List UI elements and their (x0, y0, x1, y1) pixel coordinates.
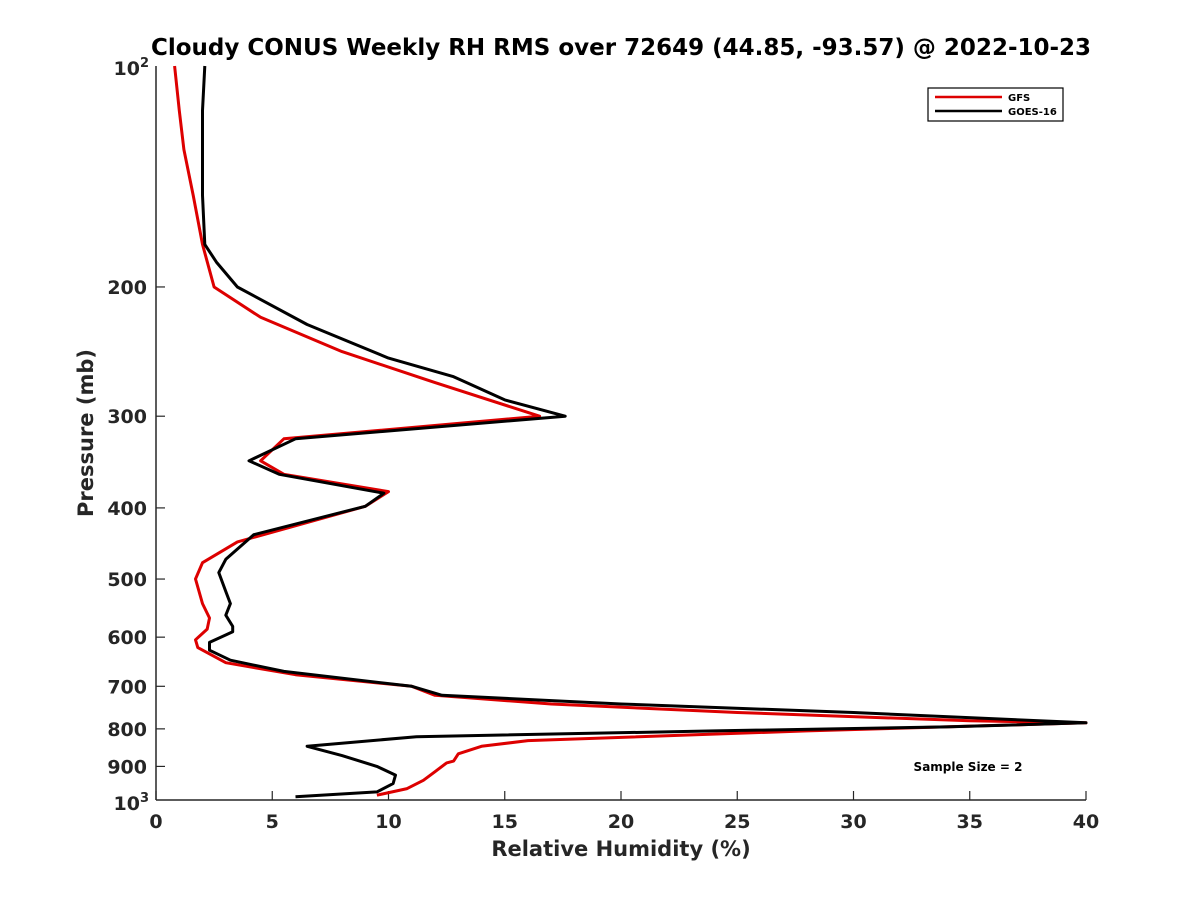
x-ticks: 0 5 10 15 20 25 30 35 40 (149, 791, 1099, 833)
x-tick-label: 5 (266, 811, 279, 833)
x-tick-label: 40 (1073, 811, 1099, 833)
x-tick-label: 25 (724, 811, 750, 833)
y-tick-label: 800 (107, 719, 147, 741)
y-top-base: 10 (114, 58, 140, 80)
y-bottom-base: 10 (114, 793, 140, 815)
chart-title: Cloudy CONUS Weekly RH RMS over 72649 (4… (151, 35, 1091, 61)
legend-label-gfs: GFS (1008, 93, 1030, 104)
x-tick-label: 20 (608, 811, 634, 833)
y-tick-label: 200 (107, 277, 147, 299)
x-tick-label: 30 (840, 811, 866, 833)
y-tick-label: 900 (107, 756, 147, 778)
sample-size-annotation: Sample Size = 2 (914, 760, 1023, 774)
legend-box (927, 87, 1064, 122)
series-line-goes16 (201, 65, 1088, 799)
y-ticks: 200 300 400 500 600 700 800 900 (107, 277, 165, 778)
y-bottom-exp: 3 (140, 791, 149, 806)
y-axis-label: Pressure (mb) (74, 349, 98, 517)
y-tick-label-bottom: 103 (114, 791, 150, 815)
x-tick-label: 15 (492, 811, 518, 833)
y-tick-label: 400 (107, 498, 147, 520)
y-tick-label: 300 (107, 406, 147, 428)
legend: GFS GOES-16 (927, 87, 1064, 122)
series-line-gfs (173, 65, 1088, 797)
x-tick-label: 10 (375, 811, 401, 833)
y-top-exp: 2 (140, 56, 149, 71)
x-tick-label: 0 (149, 811, 162, 833)
x-tick-label: 35 (957, 811, 983, 833)
x-axis-label: Relative Humidity (%) (491, 837, 750, 861)
y-tick-label-top: 102 (114, 56, 150, 80)
series-layer (173, 65, 1088, 799)
y-tick-label: 500 (107, 569, 147, 591)
y-tick-label: 700 (107, 676, 147, 698)
legend-label-goes16: GOES-16 (1008, 107, 1057, 118)
y-tick-label: 600 (107, 627, 147, 649)
